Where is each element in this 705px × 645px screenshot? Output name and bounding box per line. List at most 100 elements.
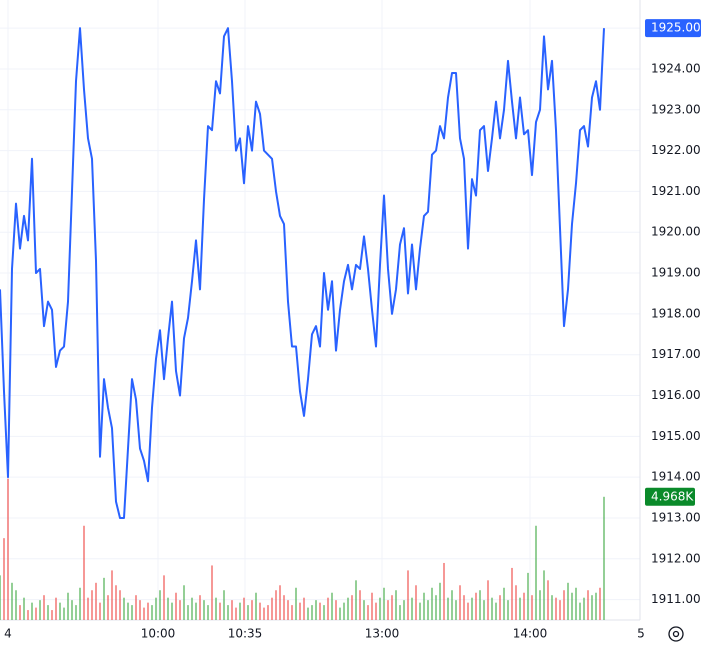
volume-bar [599, 587, 601, 620]
volume-bar [535, 525, 537, 620]
volume-bar [467, 602, 469, 620]
volume-bar [595, 592, 597, 620]
volume-bar [411, 597, 413, 620]
x-tick-label: 5 [637, 627, 645, 641]
x-tick-label: 10:35 [228, 627, 263, 641]
volume-bar [79, 587, 81, 620]
volume-bar [111, 570, 113, 620]
volume-bar [367, 605, 369, 620]
price-label: 1925.00 [651, 21, 701, 35]
volume-bar [475, 592, 477, 620]
volume-bar [199, 595, 201, 620]
volume-bar [127, 602, 129, 620]
volume-bar [431, 587, 433, 620]
settings-ring [668, 626, 684, 642]
volume-bar [99, 602, 101, 620]
volume-bar [483, 600, 485, 620]
volume-bar [7, 478, 9, 620]
volume-bar [43, 595, 45, 620]
volume-bar [567, 582, 569, 620]
volume-bar [579, 602, 581, 620]
volume-bar [63, 607, 65, 620]
volume-bar [459, 585, 461, 620]
volume-bar [87, 597, 89, 620]
volume-bar [555, 597, 557, 620]
volume-bar [151, 605, 153, 620]
volume-bar [407, 570, 409, 620]
volume-bar [327, 597, 329, 620]
volume-bar [55, 597, 57, 620]
volume-bar [363, 600, 365, 620]
y-tick-label: 1923.00 [651, 102, 701, 116]
volume-bar [439, 582, 441, 620]
volume-bar [587, 590, 589, 620]
volume-bar [343, 602, 345, 620]
volume-bar [323, 605, 325, 620]
volume-bar [191, 597, 193, 620]
y-tick-label: 1921.00 [651, 184, 701, 198]
volume-bar [603, 496, 605, 620]
volume-bar [175, 592, 177, 620]
volume-bar [423, 592, 425, 620]
volume-bar [119, 590, 121, 620]
volume-bar [463, 595, 465, 620]
volume-bar [59, 602, 61, 620]
volume-bar [215, 597, 217, 620]
volume-bar [435, 595, 437, 620]
volume-bar [543, 570, 545, 620]
volume-bar [83, 525, 85, 620]
y-tick-label: 1915.00 [651, 429, 701, 443]
volume-bar [179, 600, 181, 620]
volume-bar [415, 585, 417, 620]
volume-bar [239, 602, 241, 620]
volume-bar [227, 605, 229, 620]
volume-bar [471, 597, 473, 620]
volume-bar [315, 600, 317, 620]
volume-bar [39, 600, 41, 620]
volume-bar [559, 600, 561, 620]
volume-bar [123, 597, 125, 620]
volume-bar [491, 597, 493, 620]
volume-bar [259, 602, 261, 620]
volume-bar [235, 607, 237, 620]
volume-bar [159, 590, 161, 620]
volume-bar [387, 600, 389, 620]
price-line [0, 27, 605, 519]
volume-bar [147, 602, 149, 620]
volume-bar [519, 597, 521, 620]
volume-bar [427, 600, 429, 620]
volume-bar [271, 597, 273, 620]
volume-bar [511, 567, 513, 620]
y-tick-label: 1916.00 [651, 388, 701, 402]
volume-bar [515, 585, 517, 620]
volume-bar [19, 605, 21, 620]
y-tick-label: 1918.00 [651, 306, 701, 320]
volume-bar [47, 605, 49, 620]
y-tick-label: 1920.00 [651, 225, 701, 239]
volume-bar [171, 602, 173, 620]
volume-bar [75, 605, 77, 620]
volume-bar [71, 600, 73, 620]
y-tick-label: 1912.00 [651, 551, 701, 565]
volume-bar [359, 590, 361, 620]
volume-bar [195, 602, 197, 620]
volume-bar [27, 610, 29, 620]
volume-bar [131, 605, 133, 620]
volume-bar [571, 592, 573, 620]
settings-icon[interactable] [668, 626, 684, 642]
volume-bar [67, 592, 69, 620]
volume-bar [203, 600, 205, 620]
x-tick-label: 14:00 [513, 627, 548, 641]
volume-bar [307, 607, 309, 620]
volume-bar [31, 602, 33, 620]
volume-bar [487, 580, 489, 620]
y-tick-label: 1913.00 [651, 510, 701, 524]
volume-bar [479, 590, 481, 620]
volume-bar [503, 587, 505, 620]
volume-bar [499, 595, 501, 620]
volume-bar [115, 585, 117, 620]
volume-bar [103, 577, 105, 620]
volume-bar [35, 607, 37, 620]
volume-bar [531, 595, 533, 620]
